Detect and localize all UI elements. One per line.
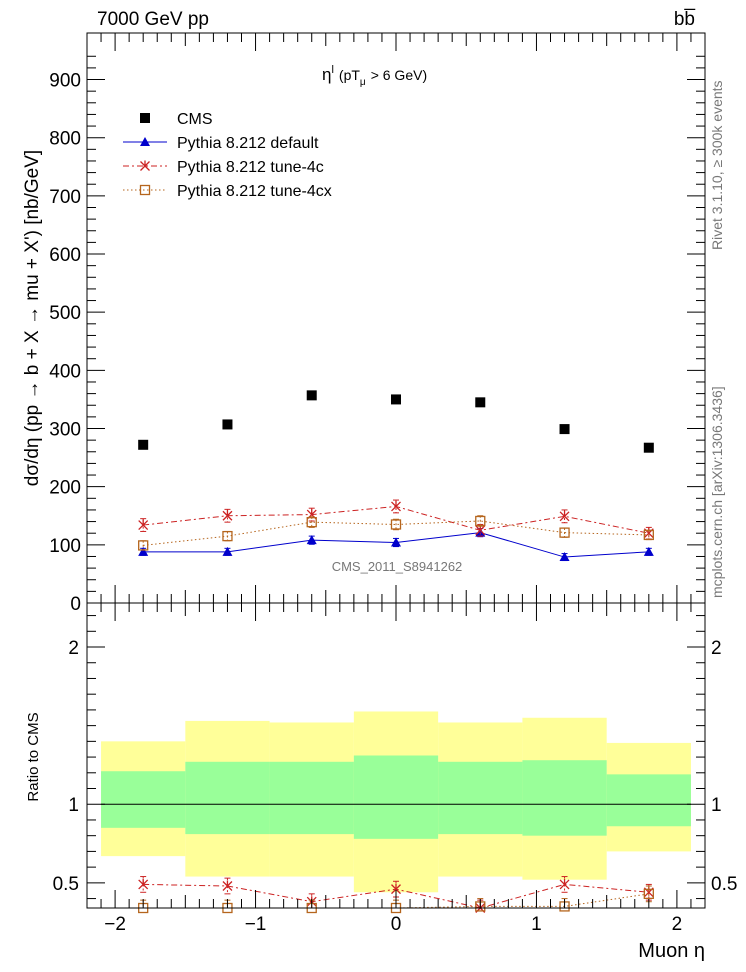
main-ytick-label: 700 (49, 187, 81, 208)
title-sup: l (331, 64, 333, 76)
main-series-3-point (390, 519, 402, 530)
ratio-ytick-label: 2 (68, 638, 79, 659)
ratio-band-inner (606, 774, 691, 827)
ratio-xtick-label: 0 (391, 914, 402, 935)
main-series-2-point (222, 510, 233, 521)
main-series-1-point (643, 546, 654, 556)
ratio-series-0-point (559, 878, 570, 890)
main-series-0-point (475, 397, 486, 408)
ratio-ytick-label: 0.5 (53, 874, 79, 895)
ratio-bands (101, 711, 691, 893)
legend-marker (139, 184, 151, 196)
main-series-0-point (222, 419, 233, 430)
ratio-series-0-point (222, 880, 233, 891)
main-series-1-point (138, 546, 149, 556)
main-series-2-point (559, 510, 570, 522)
legend-label: CMS (177, 111, 213, 128)
watermark: CMS_2011_S8941262 (332, 559, 463, 574)
main-series-0-point (643, 442, 654, 453)
main-ytick-label: 300 (49, 420, 81, 441)
title-sub: μ (360, 77, 366, 88)
main-series-1-point (559, 552, 570, 562)
main-series-2-point (138, 519, 149, 531)
ratio-plot-marks (101, 711, 691, 914)
main-series-0-point (391, 394, 401, 405)
legend-marker (140, 113, 150, 123)
title-cut: > 6 GeV) (371, 67, 427, 83)
legend-label: Pythia 8.212 tune-4c (177, 159, 324, 176)
ratio-band-inner (101, 771, 186, 828)
main-series-0-point (138, 439, 149, 450)
main-ytick-label: 500 (49, 303, 81, 324)
main-ytick-label: 800 (49, 129, 81, 150)
ratio-xlabel: Muon η (638, 940, 705, 962)
ratio-xtick-label: 1 (531, 914, 542, 935)
main-series-1-point (391, 537, 401, 547)
ratio-band-inner (185, 761, 270, 835)
main-ytick-label: 600 (49, 245, 81, 266)
ratio-series-0-point (391, 883, 401, 895)
ratio-band-inner (269, 761, 354, 835)
main-series-0-point (306, 390, 317, 401)
ratio-band-inner (353, 755, 439, 839)
main-series-3-point (475, 515, 486, 527)
main-series-3-point (306, 517, 317, 528)
header-left: 7000 GeV pp (97, 9, 209, 30)
main-series-3-point (559, 527, 570, 538)
ratio-band-inner (522, 760, 607, 836)
legend-marker (140, 137, 150, 146)
ratio-xtick-label: −1 (245, 914, 267, 935)
main-series-1-point (475, 527, 486, 537)
main-plot-marks (138, 390, 654, 562)
ratio-xtick-label: 2 (672, 914, 683, 935)
main-series-1-point (222, 546, 233, 556)
main-title: ηl (pTμ > 6 GeV) (322, 64, 427, 88)
ratio-ytick-label: 1 (68, 795, 79, 816)
ratio-series-1-point (643, 888, 654, 900)
legend-marker (140, 160, 150, 171)
ratio-series-0-point (138, 878, 149, 890)
main-ytick-label: 200 (49, 478, 81, 499)
main-ytick-label: 900 (49, 71, 81, 92)
main-series-3-point (138, 540, 149, 551)
header-right: bb̅ (674, 9, 696, 30)
main-ytick-label: 0 (70, 594, 81, 615)
legend: CMS Pythia 8.212 default Pythia 8.212 tune… (123, 111, 332, 200)
main-series-3-point (222, 530, 233, 542)
side-text-bottom: mcplots.cern.ch [arXiv:1306.3436] (709, 386, 725, 598)
ratio-ytick-label-right: 2 (711, 638, 722, 659)
side-text-top: Rivet 3.1.10, ≥ 300k events (709, 80, 725, 250)
main-series-3-point (643, 529, 654, 541)
ratio-xtick-label: −2 (104, 914, 126, 935)
legend-label: Pythia 8.212 tune-4cx (177, 183, 332, 200)
main-series-1-point (306, 535, 317, 545)
main-series-2-point (391, 500, 401, 512)
ratio-ylabel: Ratio to CMS (25, 712, 42, 801)
main-ytick-label: 100 (49, 536, 81, 557)
title-rest: (pT (339, 67, 360, 83)
ratio-ytick-label-right: 1 (711, 795, 722, 816)
title-eta: η (322, 65, 331, 84)
axes: 0 100 200 300 400 500 600 700 800 900 −2 −1 0 1 2 0.5 0.… (49, 32, 737, 935)
main-ytick-label: 400 (49, 361, 81, 382)
ratio-band-inner (438, 761, 523, 835)
ratio-ytick-label-right: 0.5 (711, 874, 737, 895)
main-ylabel: dσ/dη (pp → b + X → mu + X') [nb/GeV] (22, 150, 43, 486)
main-series-0-point (559, 424, 570, 435)
legend-label: Pythia 8.212 default (177, 135, 319, 152)
